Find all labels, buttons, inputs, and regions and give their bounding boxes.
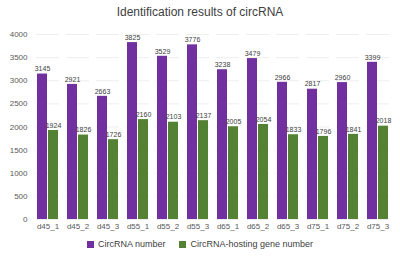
svg-text:2018: 2018	[376, 117, 392, 124]
svg-text:2005: 2005	[226, 118, 242, 125]
svg-text:d55_3: d55_3	[187, 222, 210, 231]
html-text:CircRNA number: CircRNA number	[98, 239, 166, 249]
svg-text:1826: 1826	[76, 126, 92, 133]
svg-text:2000: 2000	[10, 123, 28, 132]
html-text:Identification results of circ: Identification results of circRNA	[116, 5, 284, 19]
svg-text:1796: 1796	[316, 128, 332, 135]
svg-text:1726: 1726	[106, 131, 122, 138]
svg-text:3399: 3399	[365, 54, 381, 61]
svg-text:3529: 3529	[155, 48, 171, 55]
svg-text:1841: 1841	[346, 126, 362, 133]
svg-text:2500: 2500	[10, 99, 28, 108]
svg-text:3479: 3479	[245, 50, 261, 57]
svg-text:2137: 2137	[196, 112, 212, 119]
svg-text:d65_1: d65_1	[217, 222, 240, 231]
svg-text:d75_2: d75_2	[337, 222, 360, 231]
svg-text:d55_1: d55_1	[127, 222, 150, 231]
svg-text:d65_3: d65_3	[277, 222, 300, 231]
svg-text:2960: 2960	[335, 74, 351, 81]
svg-text:d65_2: d65_2	[247, 222, 270, 231]
svg-text:1833: 1833	[286, 126, 302, 133]
svg-text:3500: 3500	[10, 53, 28, 62]
svg-text:3825: 3825	[125, 34, 141, 41]
svg-text:2921: 2921	[65, 76, 81, 83]
svg-text:3145: 3145	[35, 65, 51, 72]
svg-text:1500: 1500	[10, 146, 28, 155]
svg-text:3238: 3238	[215, 61, 231, 68]
svg-text:d75_1: d75_1	[307, 222, 330, 231]
svg-text:d45_1: d45_1	[37, 222, 60, 231]
svg-text:500: 500	[14, 192, 28, 201]
svg-text:3000: 3000	[10, 76, 28, 85]
svg-text:2160: 2160	[136, 111, 152, 118]
svg-text:d45_2: d45_2	[67, 222, 90, 231]
svg-text:d75_3: d75_3	[367, 222, 390, 231]
html-text:CircRNA-hosting gene number: CircRNA-hosting gene number	[190, 239, 313, 249]
svg-text:2054: 2054	[256, 116, 272, 123]
svg-text:2663: 2663	[95, 88, 111, 95]
svg-text:3776: 3776	[185, 36, 201, 43]
svg-text:d45_3: d45_3	[97, 222, 120, 231]
svg-text:2103: 2103	[166, 113, 182, 120]
svg-text:1000: 1000	[10, 169, 28, 178]
svg-text:2966: 2966	[275, 74, 291, 81]
svg-text:0: 0	[23, 215, 28, 224]
svg-text:4000: 4000	[10, 30, 28, 39]
svg-text:1924: 1924	[46, 122, 62, 129]
svg-text:2817: 2817	[305, 80, 321, 87]
svg-text:d55_2: d55_2	[157, 222, 180, 231]
